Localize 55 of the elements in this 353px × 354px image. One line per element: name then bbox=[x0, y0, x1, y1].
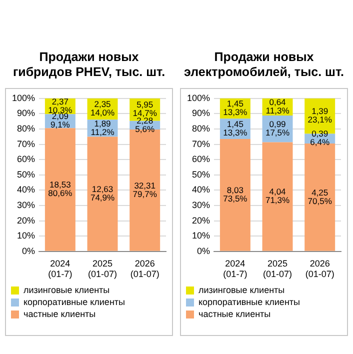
bar bbox=[44, 128, 76, 251]
x-tick-label: 2025 (01-07) bbox=[263, 258, 292, 280]
bar bbox=[262, 142, 293, 251]
y-tick-label: 60% bbox=[192, 154, 210, 164]
y-tick-label: 100% bbox=[12, 92, 36, 103]
x-tick-label: 2026 (01-07) bbox=[305, 258, 334, 280]
legend-label: корпоративные клиенты bbox=[198, 296, 300, 307]
x-tick-label: 2024 (01-7) bbox=[223, 258, 248, 280]
data-label: 1,89 11,2% bbox=[90, 118, 115, 137]
y-tick-label: 10% bbox=[17, 230, 36, 241]
y-tick-label: 10% bbox=[192, 230, 210, 241]
y-tick-label: 80% bbox=[17, 123, 36, 134]
y-tick-label: 20% bbox=[17, 215, 36, 226]
x-tick-label: 2026 (01-07) bbox=[130, 258, 160, 280]
x-tick-label: 2025 (01-07) bbox=[88, 258, 118, 280]
data-label: 0,99 17,5% bbox=[265, 119, 290, 138]
data-label: 1,45 13,3% bbox=[223, 98, 248, 118]
y-tick-label: 0% bbox=[197, 246, 210, 256]
y-tick-label: 80% bbox=[192, 123, 210, 134]
data-label: 2,37 10,3% bbox=[48, 96, 73, 115]
y-tick-label: 70% bbox=[192, 138, 210, 149]
legend-label: лизинговые клиенты bbox=[198, 284, 285, 295]
y-tick-label: 100% bbox=[186, 92, 210, 103]
y-tick-label: 30% bbox=[192, 200, 210, 210]
bar bbox=[220, 138, 250, 251]
data-label: 5,95 14,7% bbox=[132, 100, 158, 118]
y-tick-label: 50% bbox=[192, 169, 210, 180]
y-tick-label: 90% bbox=[192, 108, 210, 118]
y-tick-label: 50% bbox=[17, 169, 36, 180]
y-tick-label: 90% bbox=[17, 108, 36, 118]
data-label: 1,45 13,3% bbox=[223, 118, 248, 138]
legend-label: корпоративные клиенты bbox=[24, 296, 126, 307]
data-label: 18,53 80,6% bbox=[48, 180, 73, 198]
data-label: 8,03 73,5% bbox=[223, 185, 248, 204]
y-tick-label: 60% bbox=[17, 154, 36, 164]
y-tick-label: 0% bbox=[22, 246, 36, 256]
data-label: 4,25 70,5% bbox=[308, 187, 332, 206]
y-tick-label: 40% bbox=[192, 184, 210, 195]
bar bbox=[87, 136, 118, 251]
legend-label: частные клиенты bbox=[24, 308, 96, 319]
data-label: 32,31 79,7% bbox=[132, 180, 158, 199]
legend-label: лизинговые клиенты bbox=[24, 284, 110, 295]
data-label: 4,04 71,3% bbox=[265, 186, 290, 206]
y-tick-label: 30% bbox=[17, 200, 36, 210]
y-tick-label: 20% bbox=[192, 215, 210, 226]
y-tick-label: 70% bbox=[17, 138, 36, 149]
data-label: 0,64 11,3% bbox=[266, 96, 290, 116]
x-tick-label: 2024 (01-7) bbox=[48, 258, 72, 280]
data-label: 2,35 14,0% bbox=[90, 99, 115, 118]
chart-title: Продажи новых гибридов PHEV, тыс. шт. bbox=[12, 50, 166, 81]
y-tick-label: 40% bbox=[17, 184, 36, 195]
data-label: 1,39 23,1% bbox=[308, 106, 332, 125]
chart-title: Продажи новых электромобилей, тыс. шт. bbox=[183, 50, 345, 81]
data-label: 12,63 74,9% bbox=[90, 184, 115, 202]
legend-label: частные клиенты bbox=[198, 308, 271, 319]
